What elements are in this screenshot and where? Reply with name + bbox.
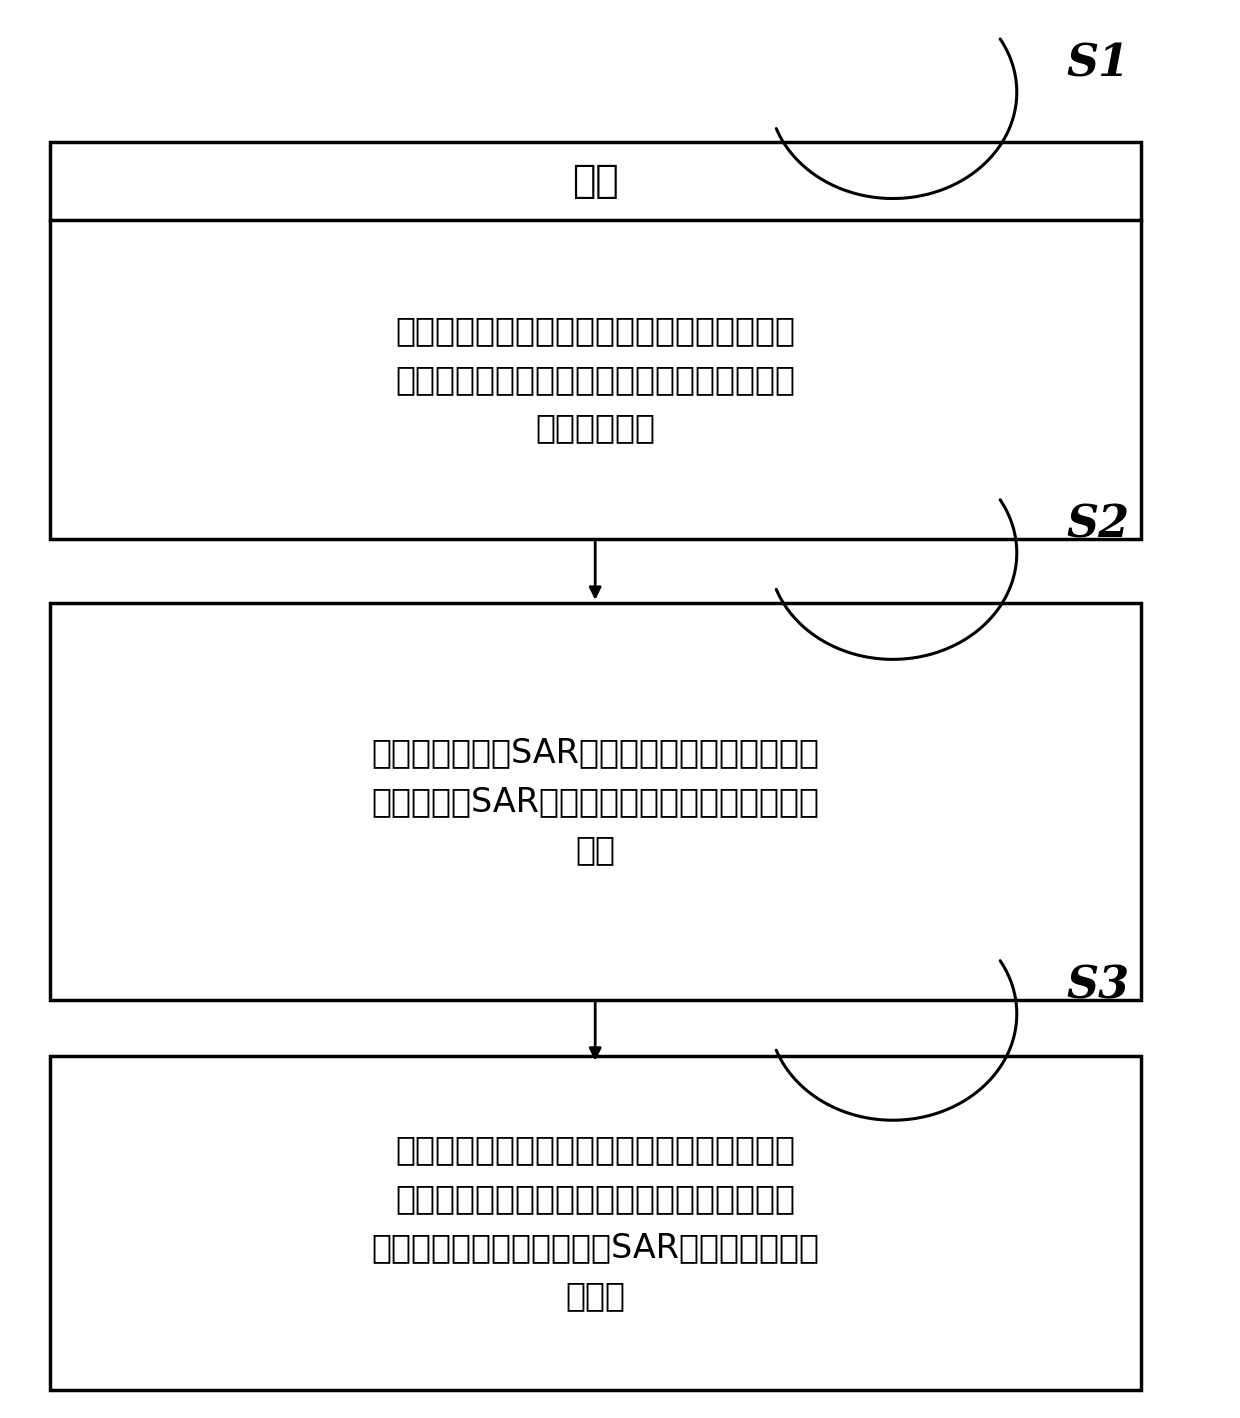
Bar — [50, 142, 1141, 539]
Text: 计算所述反演值与地表真实值的均方根误差，
以所述均方根误差越小，分解方法的效果越好
为原则，对所述待评价极化SAR模型分解方法进
行评价: 计算所述反演值与地表真实值的均方根误差， 以所述均方根误差越小，分解方法的效果越… — [371, 1133, 820, 1313]
Text: 地表电磁几何参数、飞机飞行参数和雷达厕星
位置参数，并采用经典正演模型计算目标场景
的地表真实值: 地表电磁几何参数、飞机飞行参数和雷达厕星 位置参数，并采用经典正演模型计算目标场… — [396, 315, 795, 444]
Text: S1: S1 — [1066, 43, 1130, 85]
Text: S2: S2 — [1066, 503, 1130, 546]
Bar — [50, 1056, 1141, 1390]
Text: S3: S3 — [1066, 964, 1130, 1007]
Text: 设置: 设置 — [572, 162, 619, 200]
Text: 利用待评价极化SAR模型分解方法，对所述目标
场景的极化SAR模拟数据进行处理，反演得到反
演值: 利用待评价极化SAR模型分解方法，对所述目标 场景的极化SAR模拟数据进行处理，… — [371, 736, 820, 866]
Bar — [50, 603, 1141, 1000]
